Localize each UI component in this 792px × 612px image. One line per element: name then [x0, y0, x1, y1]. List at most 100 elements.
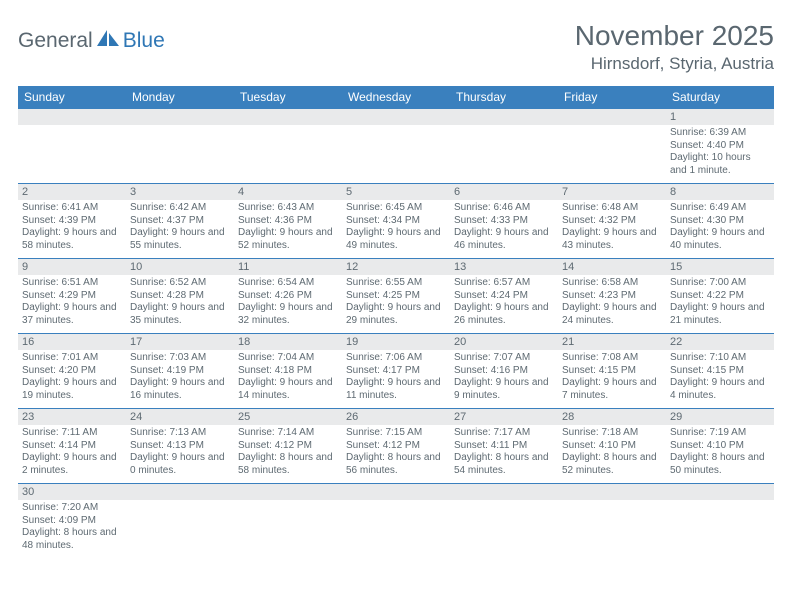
calendar-day-empty — [666, 484, 774, 558]
day-details: Sunrise: 6:41 AMSunset: 4:39 PMDaylight:… — [18, 200, 126, 258]
calendar-day-empty — [342, 484, 450, 558]
day-number: 14 — [558, 259, 666, 275]
sunset-text: Sunset: 4:26 PM — [238, 290, 338, 303]
sunset-text: Sunset: 4:16 PM — [454, 365, 554, 378]
day-number: 28 — [558, 409, 666, 425]
day-number: 24 — [126, 409, 234, 425]
day-number — [450, 109, 558, 125]
daylight-text: Daylight: 9 hours and 24 minutes. — [562, 302, 662, 327]
calendar-day: 25Sunrise: 7:14 AMSunset: 4:12 PMDayligh… — [234, 409, 342, 483]
daylight-text: Daylight: 9 hours and 29 minutes. — [346, 302, 446, 327]
day-number: 1 — [666, 109, 774, 125]
day-number — [126, 109, 234, 125]
day-number — [666, 484, 774, 500]
daylight-text: Daylight: 9 hours and 7 minutes. — [562, 377, 662, 402]
daylight-text: Daylight: 9 hours and 55 minutes. — [130, 227, 230, 252]
calendar-day-empty — [126, 484, 234, 558]
calendar-table: Sunday Monday Tuesday Wednesday Thursday… — [18, 86, 774, 558]
calendar-day: 27Sunrise: 7:17 AMSunset: 4:11 PMDayligh… — [450, 409, 558, 483]
sunset-text: Sunset: 4:17 PM — [346, 365, 446, 378]
daylight-text: Daylight: 9 hours and 37 minutes. — [22, 302, 122, 327]
calendar-day: 8Sunrise: 6:49 AMSunset: 4:30 PMDaylight… — [666, 184, 774, 258]
daylight-text: Daylight: 10 hours and 1 minute. — [670, 152, 770, 177]
day-details: Sunrise: 7:15 AMSunset: 4:12 PMDaylight:… — [342, 425, 450, 483]
sunrise-text: Sunrise: 7:11 AM — [22, 427, 122, 440]
sunset-text: Sunset: 4:30 PM — [670, 215, 770, 228]
weekday-header: Thursday — [450, 86, 558, 109]
day-details — [666, 500, 774, 556]
weekday-header: Tuesday — [234, 86, 342, 109]
day-details — [126, 125, 234, 181]
calendar-day: 11Sunrise: 6:54 AMSunset: 4:26 PMDayligh… — [234, 259, 342, 333]
day-number — [234, 484, 342, 500]
sunrise-text: Sunrise: 7:01 AM — [22, 352, 122, 365]
day-details: Sunrise: 6:57 AMSunset: 4:24 PMDaylight:… — [450, 275, 558, 333]
sunset-text: Sunset: 4:13 PM — [130, 440, 230, 453]
day-details: Sunrise: 7:03 AMSunset: 4:19 PMDaylight:… — [126, 350, 234, 408]
sunset-text: Sunset: 4:28 PM — [130, 290, 230, 303]
calendar-day: 16Sunrise: 7:01 AMSunset: 4:20 PMDayligh… — [18, 334, 126, 408]
daylight-text: Daylight: 9 hours and 49 minutes. — [346, 227, 446, 252]
location-subtitle: Hirnsdorf, Styria, Austria — [575, 54, 774, 74]
day-number: 13 — [450, 259, 558, 275]
sunset-text: Sunset: 4:10 PM — [670, 440, 770, 453]
sunset-text: Sunset: 4:23 PM — [562, 290, 662, 303]
day-details: Sunrise: 6:49 AMSunset: 4:30 PMDaylight:… — [666, 200, 774, 258]
calendar-day: 14Sunrise: 6:58 AMSunset: 4:23 PMDayligh… — [558, 259, 666, 333]
day-details — [450, 500, 558, 556]
day-number: 21 — [558, 334, 666, 350]
day-number: 16 — [18, 334, 126, 350]
day-details — [558, 500, 666, 556]
daylight-text: Daylight: 9 hours and 19 minutes. — [22, 377, 122, 402]
day-details — [18, 125, 126, 181]
daylight-text: Daylight: 9 hours and 9 minutes. — [454, 377, 554, 402]
calendar-day: 20Sunrise: 7:07 AMSunset: 4:16 PMDayligh… — [450, 334, 558, 408]
day-details: Sunrise: 7:07 AMSunset: 4:16 PMDaylight:… — [450, 350, 558, 408]
sunrise-text: Sunrise: 6:48 AM — [562, 202, 662, 215]
sunrise-text: Sunrise: 6:42 AM — [130, 202, 230, 215]
calendar-day-empty — [18, 109, 126, 183]
sunrise-text: Sunrise: 6:41 AM — [22, 202, 122, 215]
sunrise-text: Sunrise: 7:18 AM — [562, 427, 662, 440]
day-number — [558, 109, 666, 125]
calendar-day: 28Sunrise: 7:18 AMSunset: 4:10 PMDayligh… — [558, 409, 666, 483]
daylight-text: Daylight: 9 hours and 16 minutes. — [130, 377, 230, 402]
sunrise-text: Sunrise: 6:54 AM — [238, 277, 338, 290]
day-number: 27 — [450, 409, 558, 425]
sunset-text: Sunset: 4:11 PM — [454, 440, 554, 453]
day-details: Sunrise: 7:20 AMSunset: 4:09 PMDaylight:… — [18, 500, 126, 558]
day-number — [558, 484, 666, 500]
daylight-text: Daylight: 9 hours and 35 minutes. — [130, 302, 230, 327]
sunrise-text: Sunrise: 7:13 AM — [130, 427, 230, 440]
day-details — [450, 125, 558, 181]
sail-icon — [95, 28, 121, 53]
weekday-header: Saturday — [666, 86, 774, 109]
sunrise-text: Sunrise: 7:08 AM — [562, 352, 662, 365]
sunrise-text: Sunrise: 6:43 AM — [238, 202, 338, 215]
sunset-text: Sunset: 4:32 PM — [562, 215, 662, 228]
weekday-header: Wednesday — [342, 86, 450, 109]
day-number: 5 — [342, 184, 450, 200]
sunset-text: Sunset: 4:12 PM — [346, 440, 446, 453]
calendar-week-row: 30Sunrise: 7:20 AMSunset: 4:09 PMDayligh… — [18, 484, 774, 558]
sunrise-text: Sunrise: 6:52 AM — [130, 277, 230, 290]
sunset-text: Sunset: 4:15 PM — [670, 365, 770, 378]
day-number: 7 — [558, 184, 666, 200]
day-details: Sunrise: 6:55 AMSunset: 4:25 PMDaylight:… — [342, 275, 450, 333]
sunrise-text: Sunrise: 6:49 AM — [670, 202, 770, 215]
day-number: 23 — [18, 409, 126, 425]
calendar-day: 24Sunrise: 7:13 AMSunset: 4:13 PMDayligh… — [126, 409, 234, 483]
sunset-text: Sunset: 4:22 PM — [670, 290, 770, 303]
sunrise-text: Sunrise: 7:00 AM — [670, 277, 770, 290]
day-details — [234, 500, 342, 556]
calendar-day: 5Sunrise: 6:45 AMSunset: 4:34 PMDaylight… — [342, 184, 450, 258]
sunset-text: Sunset: 4:25 PM — [346, 290, 446, 303]
calendar-week-row: 9Sunrise: 6:51 AMSunset: 4:29 PMDaylight… — [18, 259, 774, 334]
sunrise-text: Sunrise: 7:14 AM — [238, 427, 338, 440]
day-details — [234, 125, 342, 181]
calendar-day: 26Sunrise: 7:15 AMSunset: 4:12 PMDayligh… — [342, 409, 450, 483]
day-details: Sunrise: 6:43 AMSunset: 4:36 PMDaylight:… — [234, 200, 342, 258]
day-number: 30 — [18, 484, 126, 500]
sunset-text: Sunset: 4:40 PM — [670, 140, 770, 153]
day-details: Sunrise: 7:17 AMSunset: 4:11 PMDaylight:… — [450, 425, 558, 483]
